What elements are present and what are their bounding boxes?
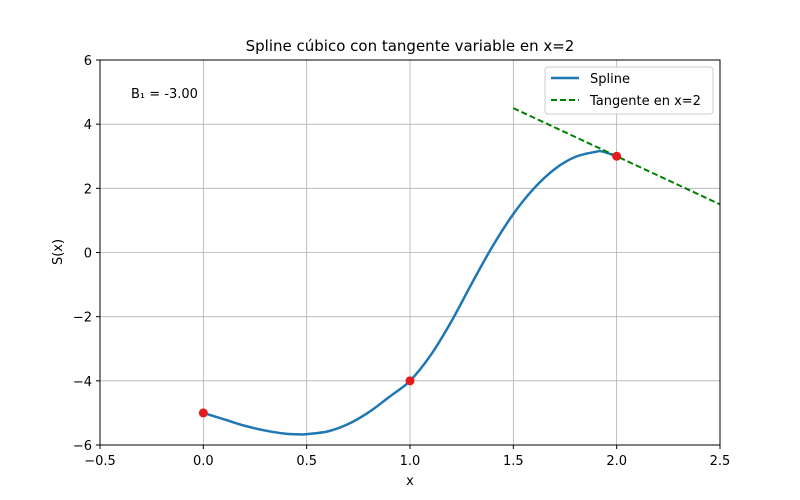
legend: Spline Tangente en x=2 xyxy=(544,66,714,115)
knot-point xyxy=(405,376,415,386)
x-tick-label: −0.5 xyxy=(84,454,116,469)
y-tick-label: −4 xyxy=(73,375,92,390)
y-tick-label: −6 xyxy=(73,439,92,454)
y-tick-label: 0 xyxy=(84,247,92,262)
x-tick-label: 0.0 xyxy=(193,454,214,469)
y-tick-label: −2 xyxy=(73,311,92,326)
x-tick-label: 0.5 xyxy=(296,454,317,469)
x-tick-label: 2.5 xyxy=(710,454,731,469)
y-tick-label: 4 xyxy=(84,118,92,133)
plot-area xyxy=(198,107,720,436)
legend-label-spline: Spline xyxy=(590,72,630,87)
chart-title: Spline cúbico con tangente variable en x… xyxy=(246,37,575,55)
knot-point xyxy=(612,151,622,161)
x-tick-label: 1.5 xyxy=(503,454,524,469)
x-axis: −0.5 0.0 0.5 1.0 1.5 2.0 2.5 xyxy=(84,445,730,469)
y-tick-label: 6 xyxy=(84,54,92,69)
knot-point xyxy=(198,408,208,418)
y-axis: −6 −4 −2 0 2 4 6 xyxy=(73,54,100,454)
x-axis-label: x xyxy=(406,474,414,489)
legend-label-tangent: Tangente en x=2 xyxy=(589,94,701,109)
b1-annotation: B₁ = -3.00 xyxy=(131,87,198,102)
y-axis-label: S(x) xyxy=(51,239,66,265)
x-tick-label: 2.0 xyxy=(606,454,627,469)
x-tick-label: 1.0 xyxy=(400,454,421,469)
legend-box xyxy=(544,66,714,115)
y-tick-label: 2 xyxy=(84,182,92,197)
